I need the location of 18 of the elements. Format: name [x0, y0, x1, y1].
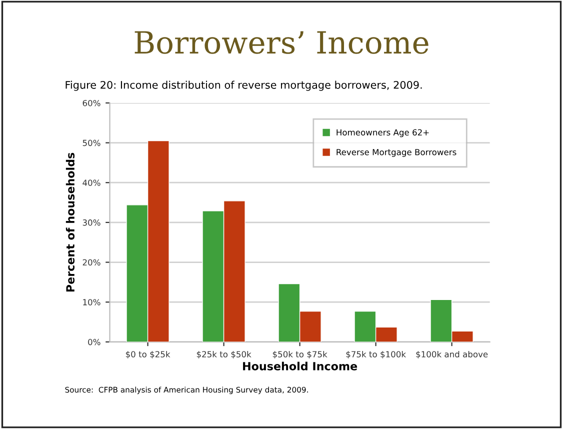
- y-tick-label: 30%: [82, 219, 100, 226]
- y-tick-label: 0%: [88, 338, 100, 346]
- y-tick-label: 40%: [82, 180, 100, 186]
- y-axis-title: Percent of households: [66, 152, 75, 292]
- legend-label: Homeowners Age 62+: [336, 129, 429, 138]
- x-tick-label: $0 to $25k: [126, 350, 170, 358]
- x-tick-label: $100k and above: [416, 350, 488, 358]
- x-tick-label: $25k to $50k: [196, 350, 252, 358]
- y-tick-label: 50%: [82, 140, 100, 146]
- legend-label: Reverse Mortgage Borrowers: [336, 149, 456, 157]
- x-axis-title: Household Income: [243, 362, 358, 370]
- y-tick-label: 20%: [82, 259, 100, 266]
- x-tick-label: $50k to $75k: [272, 350, 328, 358]
- chart-title: Borrowers’ Income: [134, 31, 428, 54]
- y-tick-label: 10%: [83, 299, 100, 306]
- x-tick-label: $75k to $100k: [346, 350, 406, 358]
- y-tick-label: 60%: [82, 100, 100, 106]
- chart-subtitle: Figure 20: Income distribution of reverse mortgage borrowers, 2009.: [66, 80, 422, 91]
